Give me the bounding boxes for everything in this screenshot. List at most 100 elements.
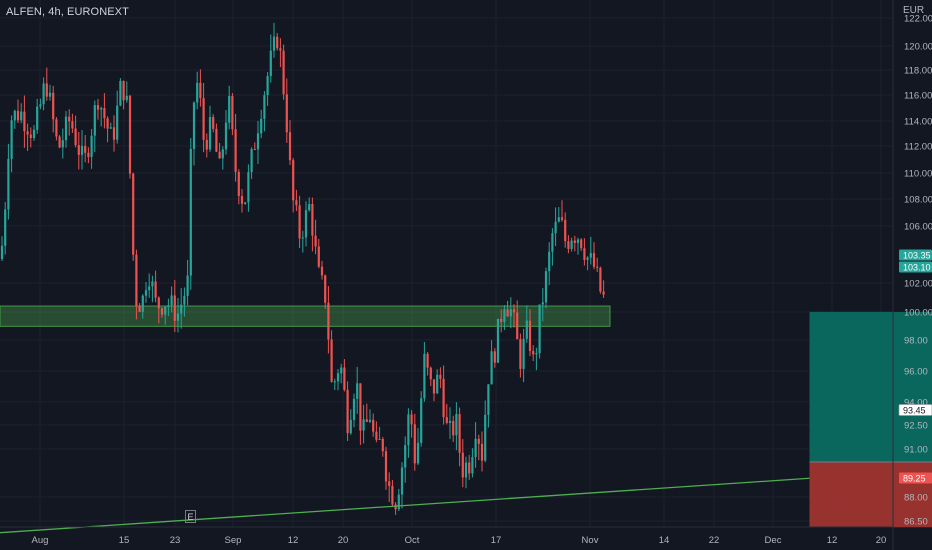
candle-down	[71, 121, 74, 129]
candle-down	[592, 253, 596, 267]
y-tick-label: 106.00	[904, 222, 932, 233]
candle-down	[173, 295, 176, 321]
candle-up	[557, 217, 560, 222]
candle-up	[272, 36, 276, 51]
candle-up	[144, 290, 148, 296]
candle-down	[285, 94, 288, 133]
candle-up	[509, 309, 512, 317]
candle-down	[295, 200, 298, 206]
candle-up	[0, 245, 4, 260]
candle-up	[538, 304, 541, 354]
candle-down	[135, 254, 138, 306]
price-label: 93.45	[903, 405, 926, 415]
candle-down	[202, 98, 205, 140]
candle-down	[16, 110, 20, 121]
candle-up	[32, 129, 36, 138]
candle-down	[23, 111, 26, 132]
candle-up	[455, 414, 458, 436]
candle-down	[320, 266, 324, 276]
candle-up	[340, 367, 343, 374]
candle-up	[13, 110, 16, 121]
candle-up	[535, 353, 538, 355]
candle-down	[410, 414, 413, 425]
candle-up	[448, 420, 452, 423]
candle-up	[4, 209, 7, 246]
candle-up	[436, 374, 439, 394]
candle-down	[413, 424, 416, 464]
candle-down	[528, 320, 532, 352]
candle-down	[596, 266, 599, 268]
candle-down	[391, 485, 394, 505]
x-tick-label: 12	[827, 535, 838, 546]
candle-up	[487, 384, 490, 415]
y-tick-label: 94.00	[904, 398, 928, 409]
symbol-label[interactable]: ALFEN, 4h, EURONEXT	[6, 6, 129, 18]
candle-up	[589, 253, 592, 258]
candle-down	[573, 240, 576, 243]
candle-up	[186, 275, 189, 296]
candle-up	[308, 204, 311, 211]
candle-down	[432, 379, 436, 394]
candle-up	[464, 462, 468, 478]
candle-up	[228, 96, 231, 123]
x-tick-label: 12	[288, 535, 299, 546]
candle-up	[400, 467, 404, 495]
candle-up	[269, 50, 272, 77]
candle-down	[282, 50, 285, 95]
candle-down	[218, 151, 221, 159]
candle-up	[586, 257, 589, 260]
candle-down	[29, 134, 32, 138]
candle-down	[580, 239, 583, 249]
candle-down	[52, 92, 55, 120]
candle-up	[336, 373, 340, 382]
candle-up	[196, 82, 199, 103]
candle-up	[260, 118, 263, 134]
y-tick-label: 88.00	[904, 493, 928, 504]
candle-down	[564, 219, 567, 242]
candle-down	[26, 131, 29, 135]
candle-down	[106, 118, 109, 129]
candle-down	[477, 438, 480, 444]
candle-down	[87, 152, 90, 158]
candle-up	[301, 237, 304, 239]
candle-down	[74, 128, 77, 146]
candle-up	[109, 127, 112, 129]
y-tick-label: 98.00	[904, 336, 928, 347]
candle-down	[324, 275, 327, 303]
earnings-marker[interactable]: E	[185, 510, 196, 523]
candle-up	[247, 172, 250, 203]
candle-down	[458, 414, 461, 453]
candle-up	[544, 271, 548, 303]
y-tick-label: 86.50	[904, 517, 928, 528]
candle-up	[208, 117, 212, 150]
candle-down	[154, 281, 157, 298]
candle-up	[192, 102, 196, 149]
candle-up	[164, 306, 167, 315]
y-tick-label: 100.00	[904, 308, 932, 319]
candle-down	[311, 204, 314, 236]
candle-down	[567, 241, 570, 249]
x-tick-label: 22	[709, 535, 720, 546]
candle-down	[96, 105, 100, 110]
candle-down	[122, 80, 125, 101]
candle-down	[602, 291, 605, 295]
x-tick-label: Oct	[405, 535, 420, 546]
candle-up	[100, 108, 103, 110]
candle-up	[490, 351, 493, 385]
candle-down	[532, 351, 535, 355]
candle-up	[36, 106, 39, 130]
candle-up	[180, 304, 183, 314]
candle-down	[276, 36, 279, 49]
candle-up	[522, 338, 525, 369]
candle-up	[64, 116, 68, 141]
candle-down	[384, 451, 388, 482]
candle-up	[189, 148, 192, 276]
candle-up	[548, 251, 551, 272]
candle-down	[103, 108, 106, 119]
candle-up	[362, 419, 365, 431]
candle-down	[212, 117, 215, 129]
candle-down	[317, 246, 320, 267]
candle-up	[42, 83, 45, 105]
candle-down	[506, 309, 509, 317]
